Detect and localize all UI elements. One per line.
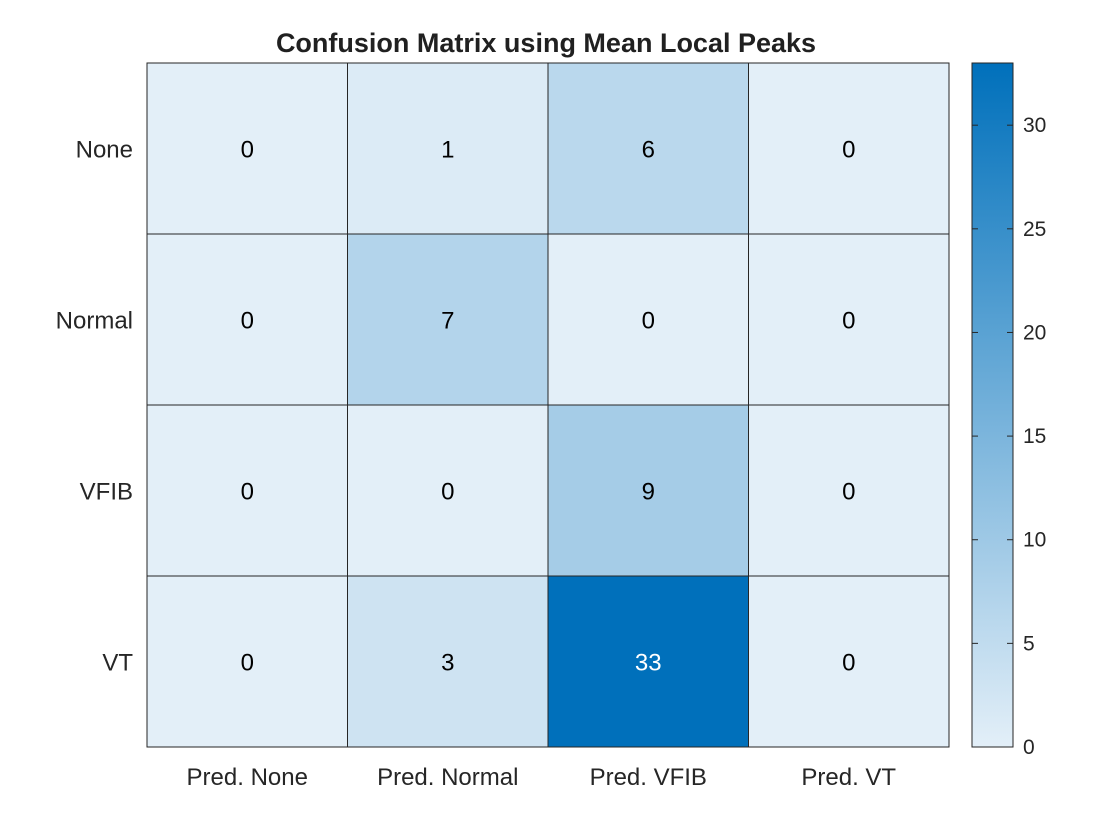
column-label: Pred. VFIB: [590, 764, 707, 791]
column-label: Pred. VT: [801, 764, 896, 791]
colorbar-tick-label: 0: [1023, 736, 1035, 759]
cell-value-label: 0: [441, 479, 454, 506]
cell-value-label: 6: [642, 137, 655, 164]
heatmap-cell: [748, 62, 950, 235]
cell-value-label: 0: [241, 650, 254, 677]
column-labels: Pred. None Pred. Normal Pred. VFIB Pred. VT: [187, 764, 897, 791]
heatmap-cell: [146, 233, 348, 406]
cell-value-label: 0: [842, 137, 855, 164]
colorbar: 0 5 10 15 20 25 30: [971, 62, 1046, 759]
cell-value-label: 0: [642, 308, 655, 335]
heatmap-cell: [347, 62, 549, 235]
heatmap-cells: 0 1 6 00 7 0 00 0 9 00 3 33 0: [146, 62, 950, 748]
heatmap-cell: [748, 575, 950, 748]
colorbar-tick-label: 25: [1023, 218, 1046, 241]
row-labels: None Normal VFIB VT: [56, 137, 134, 677]
heatmap-cell: [146, 62, 348, 235]
cell-value-label: 9: [642, 479, 655, 506]
column-label: Pred. Normal: [377, 764, 518, 791]
cell-value-label: 0: [842, 479, 855, 506]
heatmap-cell: [748, 404, 950, 577]
row-label: None: [76, 137, 133, 164]
row-label: VT: [102, 650, 133, 677]
cell-value-label: 0: [241, 137, 254, 164]
heatmap-cell: [347, 233, 549, 406]
heatmap-cell: [748, 233, 950, 406]
heatmap-cell: [547, 575, 749, 748]
row-label: VFIB: [80, 479, 133, 506]
cell-value-label: 0: [241, 308, 254, 335]
cell-value-label: 33: [635, 650, 662, 677]
colorbar-tick-label: 5: [1023, 632, 1035, 655]
colorbar-tick-label: 30: [1023, 114, 1046, 137]
column-label: Pred. None: [187, 764, 308, 791]
cell-value-label: 1: [441, 137, 454, 164]
heatmap-cell: [347, 404, 549, 577]
heatmap-cell: [547, 62, 749, 235]
colorbar-tick-label: 15: [1023, 425, 1046, 448]
heatmap-cell: [547, 233, 749, 406]
cell-value-label: 0: [842, 650, 855, 677]
cell-value-label: 3: [441, 650, 454, 677]
colorbar-gradient: [971, 62, 1014, 748]
heatmap-cell: [146, 575, 348, 748]
colorbar-tick-label: 10: [1023, 529, 1046, 552]
row-label: Normal: [56, 308, 133, 335]
cell-value-label: 0: [842, 308, 855, 335]
cell-value-label: 0: [241, 479, 254, 506]
cell-value-label: 7: [441, 308, 454, 335]
colorbar-tick-label: 20: [1023, 321, 1046, 344]
heatmap-cell: [347, 575, 549, 748]
chart-title: Confusion Matrix using Mean Local Peaks: [276, 28, 816, 58]
